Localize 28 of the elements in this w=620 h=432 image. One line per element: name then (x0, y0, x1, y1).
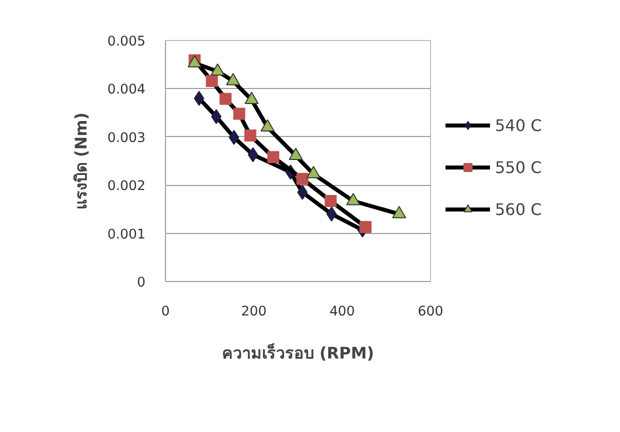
point (360, 221, 372, 234)
y-tick-label: 0.004 (107, 82, 146, 98)
y-tick-label: 0.002 (107, 179, 146, 194)
point (194, 90, 204, 106)
x-tick-label: 600 (418, 304, 444, 320)
y-tick-label: 0 (137, 276, 146, 290)
point (324, 195, 337, 208)
x-axis-title: ความเร็วรอบ (RPM) (222, 342, 374, 362)
point (297, 184, 308, 200)
legend-label: 560 C (495, 200, 542, 218)
point (248, 147, 258, 162)
x-tick-label: 400 (329, 304, 355, 320)
x-tick-label: 0 (161, 304, 170, 320)
y-tick-label: 0.001 (107, 227, 146, 242)
y-tick-label: 0.003 (107, 130, 146, 146)
point (233, 108, 246, 120)
point (296, 172, 308, 185)
y-axis-title: แรงบิด (Nm) (71, 112, 90, 210)
point (228, 130, 240, 145)
legend-label: 550 C (495, 158, 542, 176)
legend-label: 540 C (495, 116, 542, 134)
point (244, 129, 256, 142)
point (267, 151, 280, 164)
x-tick-label: 200 (241, 304, 267, 320)
point (220, 92, 232, 105)
y-tick-label: 0.005 (107, 34, 146, 50)
point (206, 74, 218, 87)
point (326, 206, 337, 222)
